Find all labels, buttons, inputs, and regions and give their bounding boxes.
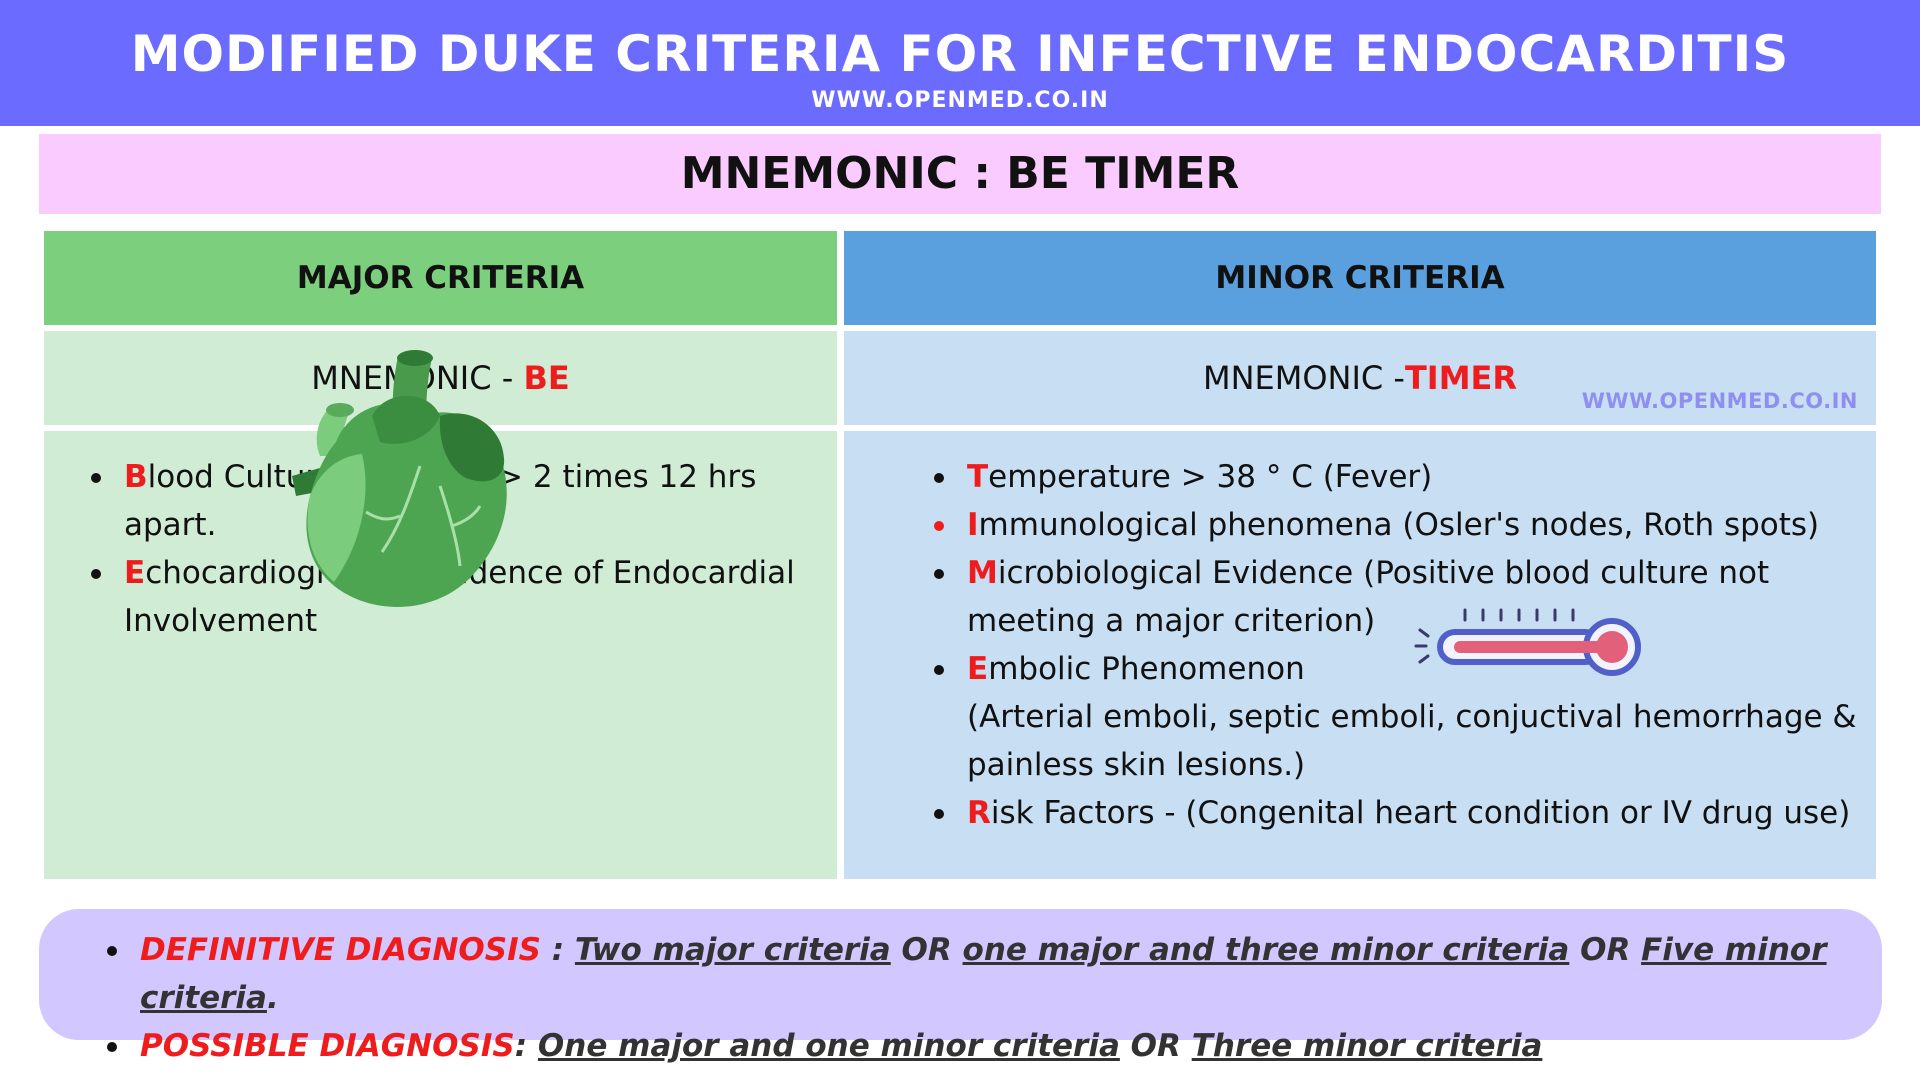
list-item: Immunological phenomena (Osler's nodes, … [928,501,1868,549]
list-item-text: mbolic Phenomenon [988,651,1305,687]
heart-left-side [307,454,366,582]
major-criteria-header: MAJOR CRITERIA [44,231,837,325]
list-item-initial: I [967,507,979,543]
list-item: Temperature > 38 ° C (Fever) [928,453,1868,501]
watermark-text: WWW.OPENMED.CO.IN [1581,389,1858,413]
list-item-text: mmunological phenomena (Osler's nodes, R… [978,507,1820,543]
mnemonic-value: BE TIMER [1006,148,1240,199]
list-item-initial: R [967,795,991,831]
list-item-initial: E [967,651,989,687]
major-mnemonic-cell: MNEMONIC - BE [44,331,837,425]
definitive-or-1: OR [890,932,963,968]
definitive-diagnosis-label: DEFINITIVE DIAGNOSIS [140,932,552,968]
definitive-part-3: Five minor criteria [140,932,1827,1016]
minor-criteria-heading: MINOR CRITERIA [1215,260,1505,296]
list-item: Microbiological Evidence (Positive blood… [928,549,1868,645]
minor-mnemonic-value: TIMER [1404,359,1518,397]
list-item-initial: M [967,555,998,591]
list-item-subtext: (Arterial emboli, septic emboli, conjuct… [967,699,1857,783]
list-item: Risk Factors - (Congenital heart conditi… [928,789,1868,837]
website-link[interactable]: WWW.OPENMED.CO.IN [811,88,1109,113]
possible-part-1: One major and one minor criteria [537,1028,1120,1064]
criteria-table: MAJOR CRITERIA MINOR CRITERIA MNEMONIC -… [44,231,1876,879]
definitive-sep: : [551,932,575,968]
minor-mnemonic-label: MNEMONIC - [1202,359,1405,397]
list-item-initial: T [967,459,989,495]
diagnosis-list: DEFINITIVE DIAGNOSIS : Two major criteri… [101,926,1882,1070]
definitive-part-1: Two major criteria [574,932,891,968]
minor-criteria-list: Temperature > 38 ° C (Fever) Immunologic… [928,453,1868,837]
list-item-initial: B [124,459,148,495]
minor-mnemonic-cell: MNEMONIC -TIMER WWW.OPENMED.CO.IN [844,331,1876,425]
heart-vein-4 [451,505,482,528]
definitive-or-2: OR [1569,932,1642,968]
heart-vessel-top [397,350,433,366]
minor-criteria-body: Temperature > 38 ° C (Fever) Immunologic… [844,431,1876,879]
heart-vessel-left-top [326,403,354,417]
possible-part-2: Three minor criteria [1191,1028,1543,1064]
mnemonic-bar: MNEMONIC : BE TIMER [39,134,1881,214]
list-item-text: isk Factors - (Congenital heart conditio… [990,795,1851,831]
header-banner: MODIFIED DUKE CRITERIA FOR INFECTIVE END… [0,0,1920,126]
possible-diagnosis-item: POSSIBLE DIAGNOSIS: One major and one mi… [101,1022,1882,1070]
page-title: MODIFIED DUKE CRITERIA FOR INFECTIVE END… [130,25,1790,83]
minor-mnemonic: MNEMONIC -TIMER [844,331,1876,425]
list-item-text: icrobiological Evidence (Positive blood … [967,555,1770,639]
possible-or-1: OR [1119,1028,1192,1064]
definitive-part-2: one major and three minor criteria [962,932,1570,968]
list-item-text: emperature > 38 ° C (Fever) [988,459,1433,495]
heart-vein-3 [438,485,462,567]
list-item-initial: E [124,555,146,591]
mnemonic-label: MNEMONIC : [680,148,1007,199]
major-criteria-body: Blood Culture POSITIVE > 2 times 12 hrs … [44,431,837,879]
heart-vein-2 [365,510,401,521]
heart-upper-chamber [372,395,440,444]
diagnosis-panel: DEFINITIVE DIAGNOSIS : Two major criteri… [39,909,1882,1064]
heart-left-atrium [439,413,505,482]
definitive-diagnosis-item: DEFINITIVE DIAGNOSIS : Two major criteri… [101,926,1882,1022]
possible-diagnosis-label: POSSIBLE DIAGNOSIS [140,1028,515,1064]
major-criteria-heading: MAJOR CRITERIA [296,260,585,296]
thermometer-icon [1414,608,1641,676]
major-mnemonic-value: BE [523,359,570,397]
list-item: Embolic Phenomenon (Arterial emboli, sept… [928,645,1868,789]
heart-vein-1 [380,465,422,553]
minor-criteria-header: MINOR CRITERIA [844,231,1876,325]
definitive-end: . [266,980,279,1016]
possible-sep: : [514,1028,538,1064]
heart-illustration-icon [292,350,507,608]
